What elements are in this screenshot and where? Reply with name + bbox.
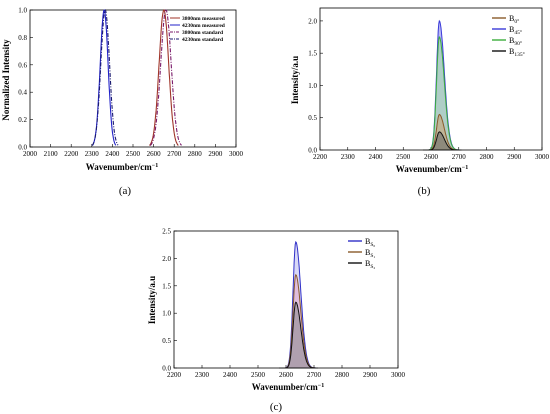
panel-a-ytick-label: 1.0 xyxy=(18,7,27,15)
panel-a-legend-label: 3800nm measured xyxy=(182,16,225,22)
panel-a-xtick-label: 2200 xyxy=(64,150,79,158)
panel-c-xtick-label: 2900 xyxy=(363,371,378,379)
panel-c-label: (c) xyxy=(270,401,283,413)
panel-b-legend: B0°B45°B90°B135° xyxy=(492,14,525,58)
panel-a-xtick-label: 2100 xyxy=(44,150,59,158)
panel-a-xtick-label: 2600 xyxy=(147,150,162,158)
panel-c-ytick-label: 0.0 xyxy=(162,365,171,373)
panel-c-ytick-label: 1.5 xyxy=(162,282,171,290)
panel-b-xtick-label: 3000 xyxy=(535,153,550,161)
panel-a-ytick-label: 0.0 xyxy=(18,144,27,152)
panel-b-ytick-label: 1.0 xyxy=(308,82,317,90)
panel-a: 0.00.20.40.60.81.0 2000 2100 2200 2300 2400 2… xyxy=(1,7,244,198)
panel-c-lines xyxy=(279,240,319,369)
panel-a-xtick-label: 3000 xyxy=(229,150,244,158)
panel-c-xtick-label: 2800 xyxy=(335,371,350,379)
panel-b-xtick-label: 2700 xyxy=(452,153,467,161)
panel-a-y-ticks: 0.0 0.2 0.4 0.6 0.8 1.0 xyxy=(18,7,33,152)
panel-c-xtick-label: 2600 xyxy=(279,371,294,379)
panel-a-xtick-label: 2800 xyxy=(188,150,203,158)
panel-a-ytick-label: 0.4 xyxy=(18,89,27,97)
panel-b: 0.0 0.5 1.0 1.5 2.0 2200 2300 2400 2500 2600 2700… xyxy=(290,7,550,197)
panel-a-label: (a) xyxy=(119,185,132,197)
panel-c-legend-label: BS₂ xyxy=(365,259,375,270)
panel-c-xtick-label: 2500 xyxy=(251,371,266,379)
panel-b-ytick-label: 0.0 xyxy=(308,147,317,155)
panel-a-x-ticks: 2000 2100 2200 2300 2400 2500 2600 2700 2800 2900… xyxy=(23,144,244,158)
panel-b-xtick-label: 2200 xyxy=(313,153,328,161)
panel-a-lines xyxy=(91,9,182,146)
panel-b-ytick-label: 2.0 xyxy=(308,17,317,25)
panel-a-ytick-label: 0.2 xyxy=(18,116,27,124)
panel-c-xtick-label: 2700 xyxy=(307,371,322,379)
panel-a-series-line xyxy=(91,9,117,146)
panel-c-xtick-label: 3000 xyxy=(391,371,406,379)
panel-b-xtick-label: 2500 xyxy=(396,153,411,161)
panel-c-x-ticks: 2200 2300 2400 2500 2600 2700 2800 2900 3000 xyxy=(167,365,406,379)
panel-b-xtick-label: 2800 xyxy=(480,153,495,161)
panel-b-label: (b) xyxy=(418,185,431,197)
panel-a-xtick-label: 2900 xyxy=(208,150,223,158)
panel-a-series-line xyxy=(91,9,119,146)
panel-b-xtick-label: 2300 xyxy=(341,153,356,161)
panel-c-legend-label: BS₀ xyxy=(365,237,375,248)
panel-b-legend-label: B135° xyxy=(509,47,525,58)
panel-c-ylabel: Intensity/a.u xyxy=(147,276,157,324)
panel-a-series-line xyxy=(149,9,182,146)
panel-b-xtick-label: 2600 xyxy=(424,153,439,161)
panel-b-xlabel: Wavenumber/cm−1 xyxy=(396,164,468,174)
panel-b-lines xyxy=(422,19,462,151)
panel-c-legend-label: BS₁ xyxy=(365,248,375,259)
panel-a-ylabel: Normalized Intensity xyxy=(1,39,11,121)
panel-c-ytick-label: 2.0 xyxy=(162,255,171,263)
panel-c-xlabel: Wavenumber/cm−1 xyxy=(252,382,324,392)
panel-b-ytick-label: 1.5 xyxy=(308,50,317,58)
panel-a-xtick-label: 2700 xyxy=(167,150,182,158)
panel-b-series-peak xyxy=(422,131,462,151)
panel-b-legend-label: B90° xyxy=(509,36,522,47)
panel-b-x-ticks: 2200 2300 2400 2500 2600 2700 2800 2900 3000 xyxy=(313,147,550,161)
panel-a-series-line xyxy=(149,9,179,146)
panel-c-ytick-label: 2.5 xyxy=(162,228,171,236)
panel-b-legend-label: B0° xyxy=(509,14,519,25)
panel-b-y-ticks: 0.0 0.5 1.0 1.5 2.0 xyxy=(308,17,323,155)
panel-c-xtick-label: 2400 xyxy=(223,371,238,379)
panel-c-ytick-label: 1.0 xyxy=(162,310,171,318)
panel-a-legend-label: 3800nm standard xyxy=(182,30,223,36)
panel-a-xlabel: Wavenumber/cm−1 xyxy=(86,162,158,172)
panel-c-xtick-label: 2300 xyxy=(195,371,210,379)
panel-c-y-ticks: 0.0 0.5 1.0 1.5 2.0 2.5 xyxy=(162,228,177,373)
panel-b-ytick-label: 0.5 xyxy=(308,114,317,122)
panel-a-ytick-label: 0.8 xyxy=(18,34,27,42)
panel-a-xtick-label: 2400 xyxy=(105,150,120,158)
panel-b-ylabel: Intensity/a.u xyxy=(290,56,300,104)
panel-a-xtick-label: 2000 xyxy=(23,150,38,158)
panel-a-xtick-label: 2300 xyxy=(85,150,100,158)
panel-c: 0.00.51.01.52.02.5 2200 2300 2400 2500 2600 2… xyxy=(147,228,406,414)
panel-a-xtick-label: 2500 xyxy=(126,150,141,158)
panel-b-legend-label: B45° xyxy=(509,25,522,36)
panel-a-legend-label: 4230nm measured xyxy=(182,23,225,29)
panel-a-legend-label: 4230nm standard xyxy=(182,37,223,43)
panel-c-series-peak xyxy=(279,301,319,369)
panel-c-xtick-label: 2200 xyxy=(167,371,182,379)
panel-b-xtick-label: 2400 xyxy=(369,153,384,161)
panel-c-ytick-label: 0.5 xyxy=(162,337,171,345)
panel-a-ytick-label: 0.6 xyxy=(18,61,27,69)
panel-b-xtick-label: 2900 xyxy=(507,153,522,161)
